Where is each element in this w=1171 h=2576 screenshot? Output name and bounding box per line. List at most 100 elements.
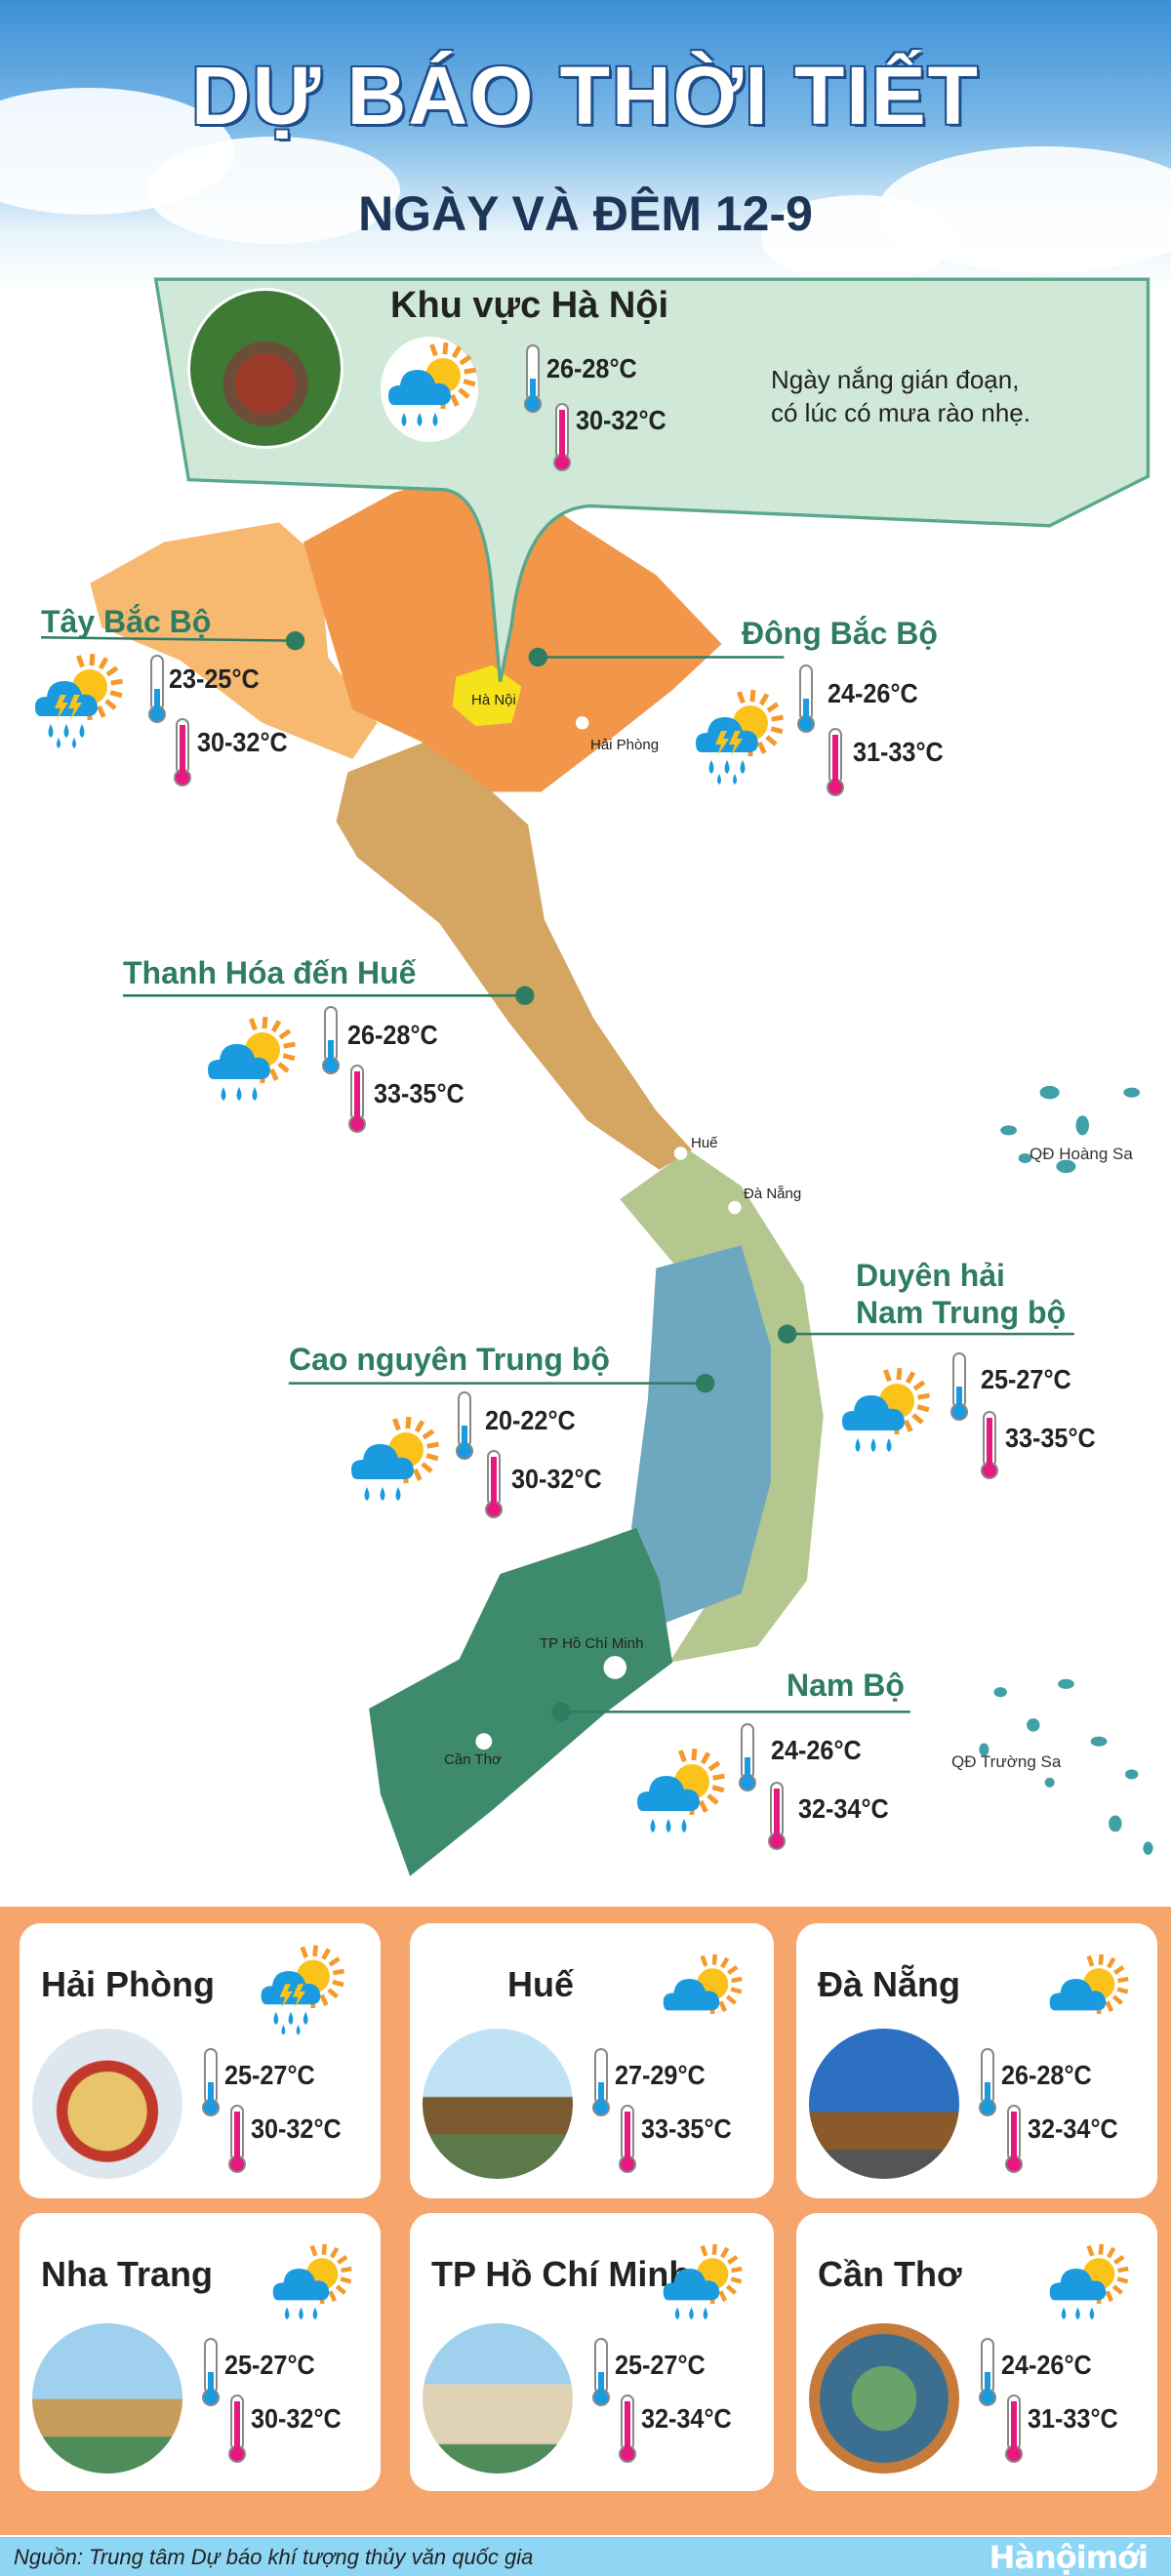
map-label-da-nang: Đà Nẵng xyxy=(744,1186,802,1202)
region-label: Đông Bắc Bộ xyxy=(742,615,938,652)
region-name: Thanh Hóa đến Huế xyxy=(123,955,417,990)
city-name: Huế xyxy=(507,1964,575,2004)
region-label: Nam Bộ xyxy=(787,1667,905,1704)
map-label-hai-phong: Hải Phòng xyxy=(590,737,660,753)
city-dots xyxy=(475,716,742,1751)
thermometer-low-icon xyxy=(590,2337,612,2407)
hanoi-description: Ngày nắng gián đoạn, có lúc có mưa rào n… xyxy=(771,363,1030,429)
source-text: Nguồn: Trung tâm Dự báo khí tượng thủy v… xyxy=(14,2545,534,2569)
region-low-temp: 23-25°C xyxy=(169,664,260,694)
thermometer-high-icon xyxy=(1003,2104,1025,2174)
thermometer-high-icon xyxy=(172,717,193,787)
region-name: Duyên hải xyxy=(856,1258,1005,1293)
region-name: Tây Bắc Bộ xyxy=(41,604,212,639)
city-low-temp: 25-27°C xyxy=(224,2350,315,2380)
city-name: Đà Nẵng xyxy=(818,1964,961,2004)
city-low-temp: 24-26°C xyxy=(1001,2350,1092,2380)
sun-cloud-rain-icon xyxy=(343,1415,441,1512)
sun-cloud-storm-rain-icon xyxy=(254,1931,346,2048)
city-name: Cần Thơ xyxy=(818,2254,962,2294)
sun-cloud-rain-icon xyxy=(629,1747,727,1844)
city-low-temp: 27-29°C xyxy=(615,2060,706,2090)
thermometer-low-icon xyxy=(454,1390,475,1461)
footer: Nguồn: Trung tâm Dự báo khí tượng thủy v… xyxy=(0,2537,1171,2576)
thermometer-low-icon xyxy=(146,654,168,724)
ha-noi-area xyxy=(452,664,522,727)
region-high-temp: 32-34°C xyxy=(798,1793,889,1824)
city-name: Hải Phòng xyxy=(41,1964,215,2004)
sun-cloud-storm-rain-icon xyxy=(27,652,125,749)
thermometer-low-icon xyxy=(200,2047,222,2117)
sun-cloud-icon xyxy=(1040,1952,1133,2040)
city-card: TP Hồ Chí Minh 25-27°C 32-34°C xyxy=(410,2213,774,2491)
sun-cloud-rain-icon xyxy=(381,337,478,442)
region-label: Cao nguyên Trung bộ xyxy=(289,1341,610,1378)
thermometer-high-icon xyxy=(551,402,573,472)
thermometer-low-icon xyxy=(320,1005,342,1075)
thermometer-low-icon xyxy=(737,1722,758,1792)
city-card: Đà Nẵng 26-28°C 32-34°C xyxy=(796,1923,1157,2198)
region-cao-nguyen xyxy=(631,1245,771,1627)
thermometer-high-icon xyxy=(979,1410,1000,1480)
region-duyen-hai xyxy=(620,1149,824,1663)
city-card: Cần Thơ 24-26°C 31-33°C xyxy=(796,2213,1157,2491)
hanoi-title: Khu vực Hà Nội xyxy=(390,285,669,326)
region-label: Tây Bắc Bộ xyxy=(41,603,211,640)
region-name-line2: Nam Trung bộ xyxy=(856,1295,1067,1330)
sun-cloud-rain-icon xyxy=(654,2242,747,2330)
city-photo xyxy=(420,2026,576,2182)
sun-cloud-icon xyxy=(654,1952,747,2040)
thermometer-high-icon xyxy=(766,1781,787,1851)
thermometer-high-icon xyxy=(617,2104,638,2174)
thermometer-high-icon xyxy=(483,1449,505,1519)
sun-cloud-storm-rain-icon xyxy=(688,688,786,785)
thermometer-low-icon xyxy=(977,2337,998,2407)
map-label-hoang-sa: QĐ Hoàng Sa xyxy=(1030,1145,1133,1163)
thermometer-low-icon xyxy=(590,2047,612,2117)
region-name: Nam Bộ xyxy=(787,1668,905,1703)
thermometer-high-icon xyxy=(825,727,846,797)
city-high-temp: 30-32°C xyxy=(251,2403,342,2434)
island-truong-sa xyxy=(979,1678,1153,1855)
hanoi-photo xyxy=(187,288,343,449)
city-high-temp: 33-35°C xyxy=(641,2113,732,2144)
region-name: Đông Bắc Bộ xyxy=(742,616,938,651)
region-low-temp: 24-26°C xyxy=(771,1735,862,1765)
region-label: Duyên hải Nam Trung bộ xyxy=(856,1257,1066,1331)
region-thanh-hoa-hue xyxy=(336,743,693,1170)
region-nam-bo xyxy=(369,1527,673,1876)
map-label-can-tho: Cần Thơ xyxy=(444,1751,502,1768)
region-high-temp: 31-33°C xyxy=(853,737,944,767)
sun-cloud-rain-icon xyxy=(263,2242,356,2330)
thermometer-high-icon xyxy=(1003,2394,1025,2464)
city-card: Hải Phòng 25-27°C 30-32°C xyxy=(20,1923,381,2198)
region-low-temp: 25-27°C xyxy=(981,1364,1071,1394)
city-high-temp: 31-33°C xyxy=(1028,2403,1118,2434)
hanoi-low-temp: 26-28°C xyxy=(546,353,637,383)
region-high-temp: 30-32°C xyxy=(197,727,288,757)
city-low-temp: 26-28°C xyxy=(1001,2060,1092,2090)
thermometer-low-icon xyxy=(522,343,544,414)
city-name: TP Hồ Chí Minh xyxy=(431,2254,691,2294)
city-card: Nha Trang 25-27°C 30-32°C xyxy=(20,2213,381,2491)
city-name: Nha Trang xyxy=(41,2254,214,2294)
thermometer-high-icon xyxy=(226,2104,248,2174)
map-label-hcm: TP Hồ Chí Minh xyxy=(540,1635,644,1652)
island-hoang-sa xyxy=(1000,1085,1141,1174)
page-subtitle: NGÀY VÀ ĐÊM 12-9 xyxy=(358,186,813,241)
hanoi-description-line1: Ngày nắng gián đoạn, xyxy=(771,365,1020,394)
region-label: Thanh Hóa đến Huế xyxy=(123,954,416,991)
city-card: Huế 27-29°C 33-35°C xyxy=(410,1923,774,2198)
region-low-temp: 26-28°C xyxy=(347,1020,438,1050)
city-high-temp: 30-32°C xyxy=(251,2113,342,2144)
hanoi-high-temp: 30-32°C xyxy=(576,405,666,435)
sun-cloud-rain-icon xyxy=(200,1015,298,1112)
city-photo xyxy=(806,2026,962,2182)
hanoimoi-logo: Hànộimới xyxy=(989,2539,1149,2576)
leader-lines xyxy=(41,630,1074,1722)
city-photo xyxy=(29,2320,185,2476)
region-high-temp: 33-35°C xyxy=(374,1078,464,1108)
cloud-decoration xyxy=(146,137,400,244)
thermometer-low-icon xyxy=(949,1351,970,1422)
